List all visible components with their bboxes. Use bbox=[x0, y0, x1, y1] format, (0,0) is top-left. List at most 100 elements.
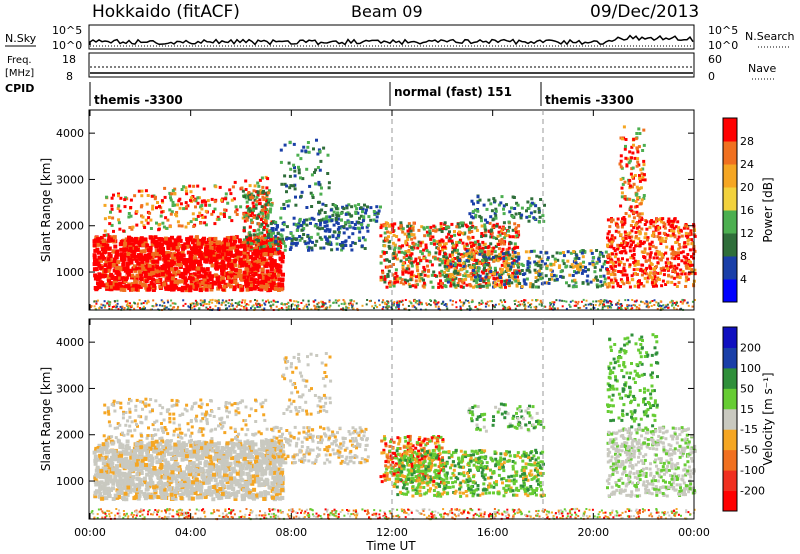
heatmap-cell bbox=[148, 211, 152, 215]
heatmap-cell bbox=[631, 307, 634, 310]
heatmap-cell bbox=[683, 241, 687, 245]
heatmap-cell bbox=[373, 307, 375, 310]
heatmap-cell bbox=[576, 270, 580, 274]
heatmap-cell bbox=[165, 226, 169, 230]
heatmap-cell bbox=[543, 203, 546, 207]
heatmap-cell bbox=[595, 261, 599, 265]
heatmap-cell bbox=[309, 235, 313, 239]
heatmap-cell bbox=[638, 244, 642, 247]
heatmap-cell bbox=[188, 255, 193, 259]
heatmap-cell bbox=[310, 246, 314, 250]
heatmap-cell bbox=[397, 300, 400, 303]
heatmap-cell bbox=[640, 172, 644, 176]
heatmap-cell bbox=[676, 238, 680, 242]
heatmap-cell bbox=[476, 307, 479, 310]
heatmap-cell bbox=[648, 275, 652, 279]
heatmap-cell bbox=[610, 218, 614, 222]
heatmap-cell bbox=[540, 259, 544, 263]
heatmap-cell bbox=[129, 206, 133, 209]
heatmap-cell bbox=[427, 250, 431, 254]
heatmap-cell bbox=[514, 228, 517, 231]
heatmap-cell bbox=[474, 215, 478, 219]
heatmap-cell bbox=[621, 137, 624, 141]
heatmap-cell bbox=[292, 142, 296, 146]
heatmap-cell bbox=[480, 249, 484, 253]
heatmap-cell bbox=[251, 266, 256, 271]
heatmap-cell bbox=[129, 236, 134, 241]
heatmap-cell bbox=[147, 276, 152, 280]
heatmap-cell bbox=[549, 304, 552, 307]
heatmap-cell bbox=[340, 241, 344, 244]
heatmap-cell bbox=[663, 226, 667, 230]
heatmap-cell bbox=[297, 168, 301, 172]
heatmap-cell bbox=[656, 226, 660, 230]
heatmap-cell bbox=[410, 264, 414, 268]
heatmap-cell bbox=[545, 281, 549, 285]
heatmap-cell bbox=[158, 304, 161, 307]
heatmap-cell bbox=[634, 200, 638, 203]
heatmap-cell bbox=[204, 287, 209, 292]
heatmap-cell bbox=[229, 308, 232, 311]
heatmap-cell bbox=[278, 264, 283, 269]
heatmap-cell bbox=[150, 251, 154, 256]
heatmap-cell bbox=[458, 261, 461, 264]
heatmap-cell bbox=[438, 252, 442, 256]
heatmap-cell bbox=[114, 286, 119, 291]
heatmap-cell bbox=[151, 277, 155, 282]
heatmap-cell bbox=[325, 224, 329, 228]
heatmap-cell bbox=[155, 303, 158, 306]
heatmap-cell bbox=[184, 225, 188, 229]
heatmap-cell bbox=[160, 242, 165, 247]
heatmap-cell bbox=[166, 269, 171, 274]
heatmap-cell bbox=[452, 281, 456, 285]
heatmap-cell bbox=[142, 305, 145, 308]
heatmap-cell bbox=[374, 301, 376, 304]
heatmap-cell bbox=[533, 268, 537, 272]
heatmap-cell bbox=[501, 226, 505, 230]
heatmap-cell bbox=[96, 299, 99, 302]
heatmap-cell bbox=[249, 242, 253, 246]
heatmap-cell bbox=[227, 236, 232, 240]
heatmap-cell bbox=[385, 303, 388, 306]
heatmap-cell bbox=[435, 240, 439, 244]
heatmap-cell bbox=[515, 271, 519, 275]
heatmap-cell bbox=[253, 257, 258, 262]
heatmap-cell bbox=[270, 306, 273, 309]
heatmap-cell bbox=[146, 301, 149, 304]
heatmap-cell bbox=[357, 220, 361, 224]
heatmap-cell bbox=[408, 227, 412, 231]
heatmap-cell bbox=[630, 304, 633, 307]
heatmap-cell bbox=[642, 159, 646, 163]
heatmap-cell bbox=[660, 254, 664, 258]
heatmap-cell bbox=[643, 302, 646, 305]
heatmap-cell bbox=[316, 232, 320, 236]
heatmap-cell bbox=[449, 275, 453, 279]
heatmap-cell bbox=[307, 248, 310, 252]
heatmap-cell bbox=[296, 307, 299, 310]
heatmap-cell bbox=[606, 271, 610, 275]
heatmap-cell bbox=[293, 174, 297, 178]
heatmap-cell bbox=[155, 279, 160, 284]
heatmap-cell bbox=[409, 254, 412, 258]
heatmap-cell bbox=[653, 271, 657, 275]
heatmap-cell bbox=[643, 223, 647, 226]
heatmap-cell bbox=[538, 273, 542, 276]
heatmap-cell bbox=[223, 237, 228, 242]
heatmap-cell bbox=[191, 258, 195, 263]
heatmap-cell bbox=[204, 223, 208, 227]
heatmap-cell bbox=[152, 283, 157, 288]
heatmap-cell bbox=[514, 230, 518, 234]
heatmap-cell bbox=[550, 273, 553, 277]
heatmap-cell bbox=[428, 231, 432, 235]
heatmap-cell bbox=[630, 229, 634, 233]
heatmap-cell bbox=[383, 280, 387, 284]
heatmap-cell bbox=[414, 257, 418, 261]
heatmap-cell bbox=[233, 272, 238, 277]
heatmap-cell bbox=[577, 300, 580, 303]
heatmap-cell bbox=[268, 229, 271, 233]
heatmap-cell bbox=[281, 237, 285, 241]
heatmap-cell bbox=[407, 271, 411, 275]
heatmap-cell bbox=[147, 272, 152, 277]
heatmap-cell bbox=[638, 304, 641, 307]
heatmap-cell bbox=[555, 299, 558, 302]
